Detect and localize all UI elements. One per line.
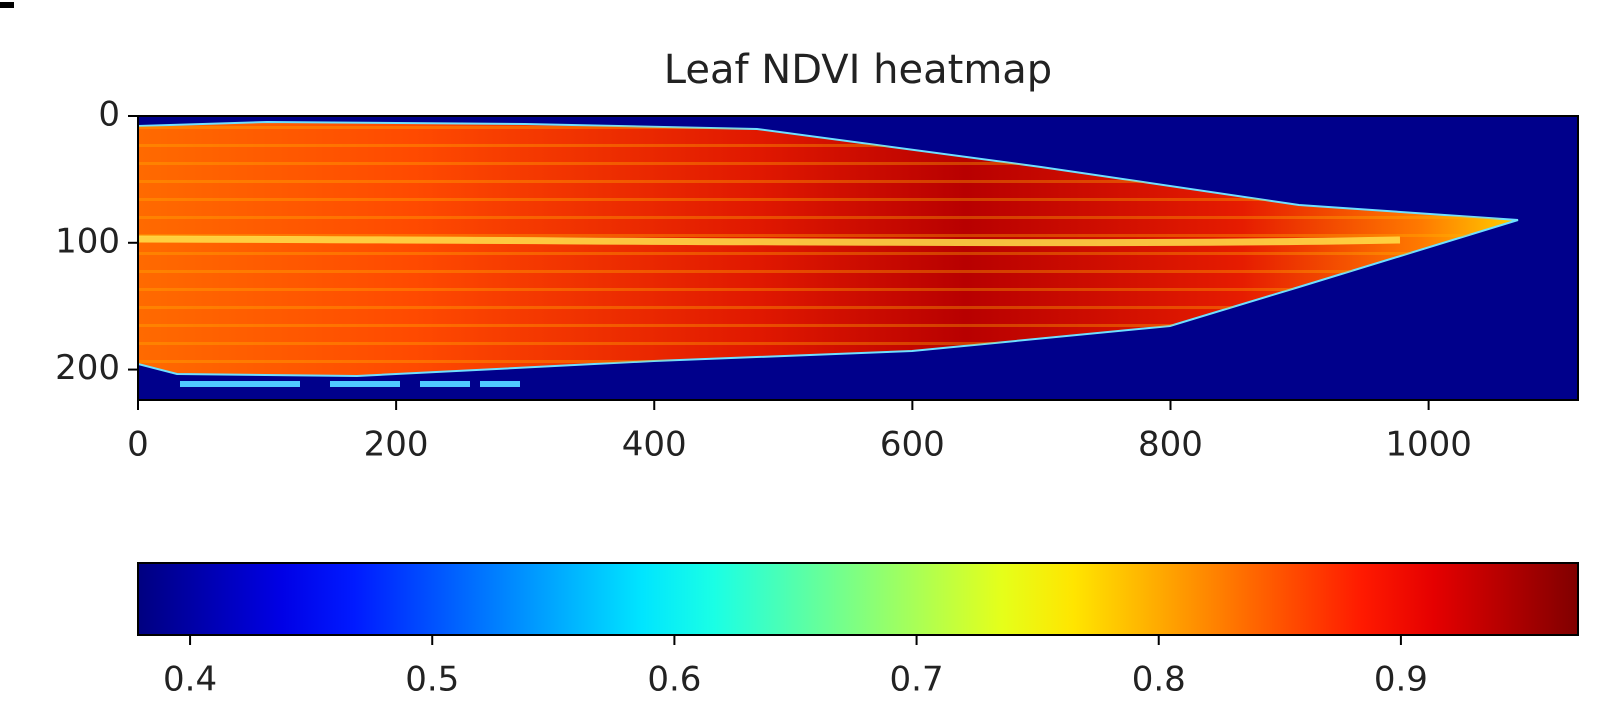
colorbar-tick-label: 0.7 [890,660,944,700]
y-tick-label: 0 [98,95,120,135]
colorbar-tick-label: 0.5 [405,660,459,700]
y-tick-label: 200 [55,348,120,388]
colorbar-tick-label: 0.4 [163,660,217,700]
x-tick-label: 1000 [1385,425,1472,465]
chart: Leaf NDVI heatmap 0200400600800100001002… [0,0,1615,712]
colorbar-tick-label: 0.6 [647,660,701,700]
y-tick-label: 100 [55,221,120,261]
heatmap-image [138,116,1578,400]
midrib [138,239,1400,243]
x-tick-label: 0 [127,425,149,465]
colorbar-tick-label: 0.8 [1132,660,1186,700]
colorbar [138,563,1578,635]
x-tick-label: 600 [880,425,945,465]
chart-title: Leaf NDVI heatmap [664,47,1052,93]
corner-mark [0,2,14,8]
x-tick-label: 200 [364,425,429,465]
x-tick-label: 400 [622,425,687,465]
x-tick-label: 800 [1138,425,1203,465]
colorbar-tick-label: 0.9 [1374,660,1428,700]
